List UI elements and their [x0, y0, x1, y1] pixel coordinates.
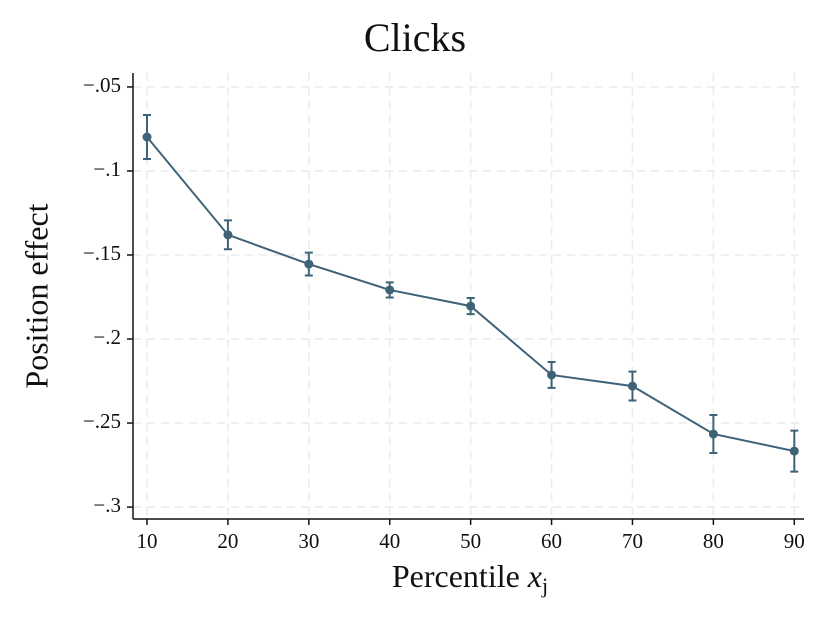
- point: [385, 285, 395, 295]
- y-tick-label: −.3: [93, 493, 121, 517]
- x-tick-label: 50: [460, 529, 481, 553]
- point: [304, 259, 314, 269]
- point: [223, 230, 233, 240]
- point: [627, 381, 637, 391]
- x-tick-label: 60: [541, 529, 562, 553]
- x-tick-label: 70: [622, 529, 643, 553]
- x-label-text: Percentile: [392, 558, 520, 594]
- x-tick-label: 40: [379, 529, 400, 553]
- y-tick-label: −.2: [93, 325, 121, 349]
- x-tick-label: 90: [784, 529, 805, 553]
- x-label-sub: j: [541, 573, 548, 598]
- series-line: [146, 136, 795, 453]
- y-tick-label: −.25: [83, 409, 121, 433]
- x-axis-label: Percentile xj: [392, 558, 548, 598]
- y-tick-label: −.15: [83, 241, 121, 265]
- x-tick-label: 30: [298, 529, 319, 553]
- x-label-var: x: [527, 558, 542, 594]
- point: [708, 429, 718, 439]
- point: [789, 446, 799, 456]
- x-tick-label: 10: [136, 529, 157, 553]
- x-tick-label: 80: [703, 529, 724, 553]
- y-tick-label: −.1: [93, 157, 121, 181]
- y-axis-label: Position effect: [18, 203, 54, 388]
- point: [547, 370, 557, 380]
- chart-title: Clicks: [364, 15, 466, 60]
- x-tick-label: 20: [217, 529, 238, 553]
- point: [466, 301, 476, 311]
- point: [142, 132, 152, 142]
- y-tick-label: −.05: [83, 73, 121, 97]
